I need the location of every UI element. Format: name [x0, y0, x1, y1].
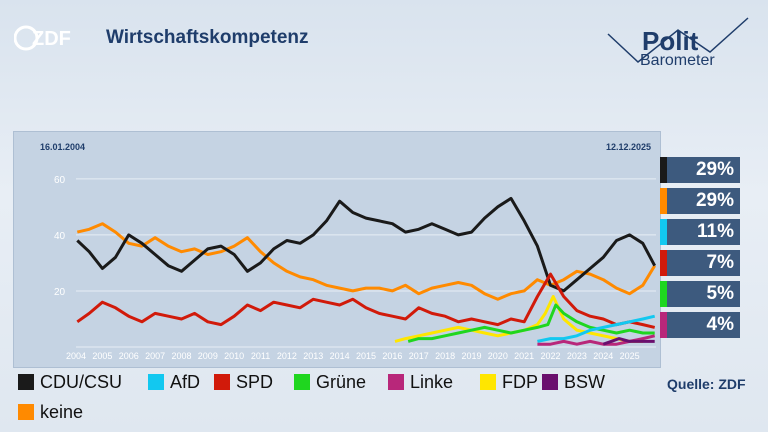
legend-swatch [388, 374, 404, 390]
x-tick-label: 2006 [119, 351, 139, 361]
source-label: Quelle: ZDF [667, 376, 746, 392]
series-line-gr-ne [407, 303, 655, 343]
legend-label: CDU/CSU [40, 372, 123, 392]
line-chart: 20 40 60 2004 2005 2006 2007 2008 2009 2010 2011 20… [40, 142, 657, 361]
series-line-keine [76, 222, 656, 301]
legend-item: Grüne [294, 372, 366, 394]
date-start-label: 16.01.2004 [40, 142, 85, 152]
x-tick-label: 2023 [567, 351, 587, 361]
current-value-label: 29% [695, 159, 734, 180]
zdf-logo: ZDF [13, 24, 76, 52]
x-tick-label: 2009 [198, 351, 218, 361]
current-value-label: 4% [706, 314, 734, 335]
x-tick-label: 2020 [488, 351, 508, 361]
party-color-marker [660, 281, 667, 307]
legend-label: FDP [502, 372, 538, 392]
x-tick-label: 2018 [435, 351, 455, 361]
legend-item: keine [18, 402, 83, 424]
current-value-box: 11% [660, 219, 740, 245]
current-value-box: 29% [660, 157, 740, 183]
party-color-marker [660, 219, 667, 245]
legend-item: AfD [148, 372, 200, 394]
party-color-marker [660, 188, 667, 214]
x-tick-label: 2015 [356, 351, 376, 361]
current-value-label: 7% [706, 252, 734, 273]
y-tick-label: 20 [54, 287, 66, 298]
y-tick-label: 40 [54, 231, 66, 242]
legend-item: Linke [388, 372, 453, 394]
x-tick-label: 2012 [277, 351, 297, 361]
legend-swatch [294, 374, 310, 390]
x-tick-label: 2013 [303, 351, 323, 361]
current-value-box: 4% [660, 312, 740, 338]
x-tick-label: 2004 [66, 351, 86, 361]
x-tick-label: 2007 [145, 351, 165, 361]
x-tick-label: 2024 [593, 351, 613, 361]
legend-item: BSW [542, 372, 605, 394]
x-tick-label: 2021 [514, 351, 534, 361]
x-tick-label: 2008 [171, 351, 191, 361]
chart-title: Wirtschaftskompetenz [106, 27, 309, 48]
legend-swatch [148, 374, 164, 390]
legend-label: BSW [564, 372, 606, 392]
x-tick-label: 2005 [92, 351, 112, 361]
logo-text: ZDF [32, 28, 71, 50]
party-color-marker [660, 157, 667, 183]
legend-label: Linke [410, 372, 454, 392]
legend-label: AfD [170, 372, 201, 392]
legend-swatch [542, 374, 558, 390]
legend-item: FDP [480, 372, 538, 394]
current-value-label: 11% [697, 221, 734, 242]
legend-label: keine [40, 402, 84, 422]
x-tick-label: 2016 [382, 351, 402, 361]
current-value-label: 5% [706, 283, 734, 304]
legend-item: CDU/CSU [18, 372, 122, 394]
brand-line1: Polit [642, 26, 699, 56]
party-color-marker [660, 312, 667, 338]
x-tick-label: 2017 [409, 351, 429, 361]
x-tick-label: 2019 [461, 351, 481, 361]
politbarometer-logo: Polit Barometer [598, 12, 758, 78]
series-line-afd [537, 314, 656, 343]
x-tick-label: 2011 [251, 351, 270, 361]
x-tick-label: 2014 [330, 351, 350, 361]
current-value-box: 5% [660, 281, 740, 307]
y-tick-label: 60 [54, 175, 66, 186]
legend-swatch [480, 374, 496, 390]
legend-swatch [214, 374, 230, 390]
legend-swatch [18, 374, 34, 390]
current-value-label: 29% [695, 190, 734, 211]
x-tick-label: 2022 [541, 351, 561, 361]
legend-swatch [18, 404, 34, 420]
current-value-box: 7% [660, 250, 740, 276]
x-tick-label: 2025 [620, 351, 640, 361]
legend-label: Grüne [316, 372, 367, 392]
x-tick-label: 2010 [224, 351, 244, 361]
series-line-spd [76, 272, 656, 329]
chart-panel: 20 40 60 2004 2005 2006 2007 2008 2009 2010 2011 20… [13, 131, 661, 368]
date-end-label: 12.12.2025 [606, 142, 651, 152]
legend-label: SPD [236, 372, 274, 392]
legend-item: SPD [214, 372, 273, 394]
party-color-marker [660, 250, 667, 276]
series-line-bsw [602, 337, 655, 346]
brand-line2: Barometer [640, 52, 715, 69]
current-value-box: 29% [660, 188, 740, 214]
